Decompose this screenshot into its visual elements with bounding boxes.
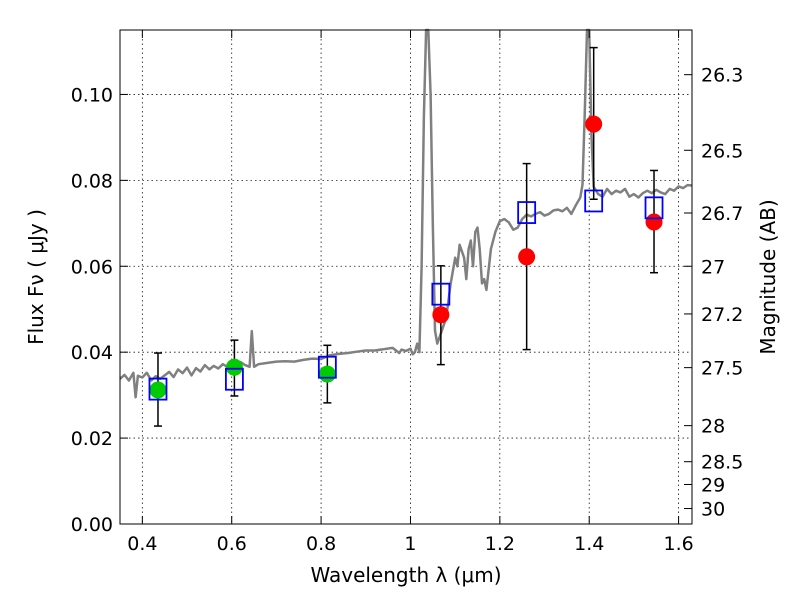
x-tick-label: 0.4 [127, 533, 157, 555]
axes-frame [119, 29, 693, 525]
right-tick-label: 27.5 [701, 358, 743, 380]
observed-flux-point [432, 306, 450, 324]
right-axis-label: Magnitude (AB) [756, 199, 780, 354]
right-tick-label: 28.5 [701, 452, 743, 474]
model-band-flux-square [317, 355, 337, 379]
model-band-flux-square [644, 196, 664, 220]
model-band-flux-square [517, 201, 537, 224]
y-tick-label: 0.06 [71, 256, 113, 278]
observed-flux-point [518, 248, 536, 266]
x-tick-label: 1 [404, 533, 416, 555]
tick-layer: 0.4 0.6 0.8 1 1.2 1.4 1.6 0.00 0.02 0.04 0.06 0.08 0… [71, 30, 743, 555]
observed-flux-point [225, 358, 243, 376]
y-axis-label: Flux Fν ( μJy ) [24, 209, 48, 345]
grid-layer [120, 30, 692, 524]
right-tick-label: 28 [701, 416, 725, 438]
right-tick-label: 26.5 [701, 140, 743, 162]
observed-flux-point [585, 115, 603, 133]
right-tick-label: 30 [701, 499, 725, 521]
x-tick-label: 0.6 [217, 533, 247, 555]
model-band-flux-square [431, 282, 451, 306]
right-tick-label: 26.7 [701, 203, 743, 225]
model-band-flux-square [584, 189, 604, 213]
right-tick-label: 26.3 [701, 65, 743, 87]
model-spectrum-line [119, 28, 693, 399]
right-tick-label: 27 [701, 256, 725, 278]
y-tick-label: 0.00 [71, 514, 113, 536]
x-tick-label: 0.8 [306, 533, 336, 555]
marker-layer [148, 115, 664, 401]
y-tick-label: 0.08 [71, 170, 113, 192]
y-tick-label: 0.10 [71, 84, 113, 106]
y-tick-label: 0.02 [71, 428, 113, 450]
y-tick-label: 0.04 [71, 342, 113, 364]
model-band-flux-square [148, 377, 168, 401]
observed-flux-point [149, 381, 167, 399]
x-tick-label: 1.6 [663, 533, 693, 555]
observed-flux-point [645, 213, 663, 231]
right-tick-label: 29 [701, 474, 725, 496]
model-band-flux-square [224, 367, 244, 391]
x-tick-label: 1.4 [574, 533, 604, 555]
x-tick-label: 1.2 [485, 533, 515, 555]
right-tick-label: 27.2 [701, 304, 743, 326]
observed-flux-point [318, 365, 336, 383]
x-axis-label: Wavelength λ (μm) [310, 563, 501, 587]
plot-area [119, 28, 693, 427]
